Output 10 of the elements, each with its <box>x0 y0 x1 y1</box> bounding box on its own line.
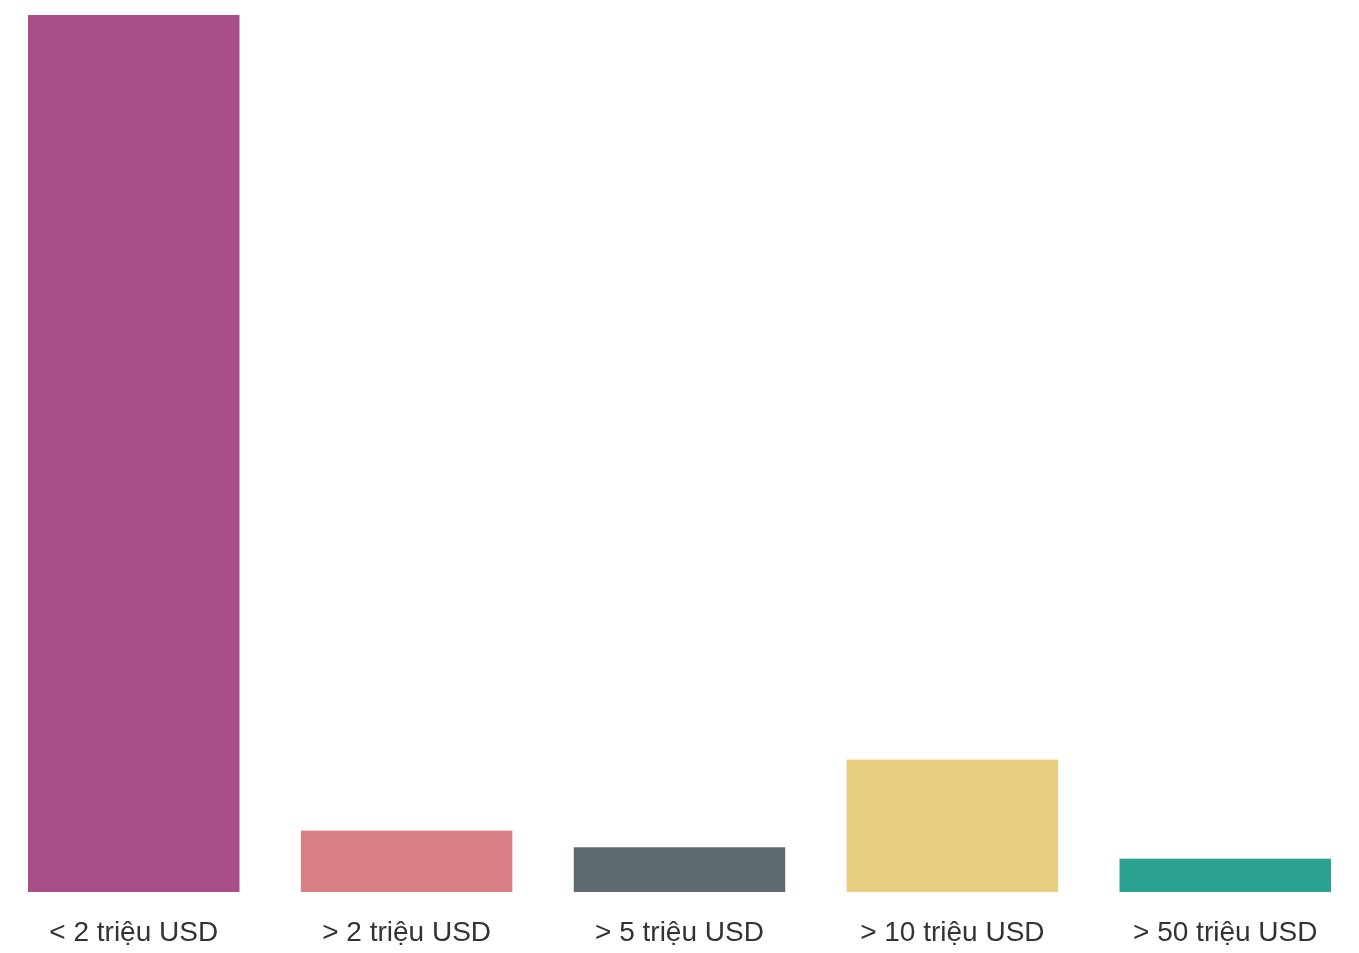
x-tick-label: > 5 triệu USD <box>595 916 764 947</box>
x-tick-label: < 2 triệu USD <box>49 916 219 947</box>
bar <box>300 830 513 892</box>
bar <box>28 15 240 892</box>
bar <box>573 847 786 892</box>
bar <box>1119 858 1331 892</box>
x-tick-label: > 2 triệu USD <box>322 916 492 947</box>
x-tick-label: > 50 triệu USD <box>1133 916 1318 947</box>
bar <box>846 759 1059 892</box>
x-tick-label: > 10 triệu USD <box>860 916 1045 947</box>
